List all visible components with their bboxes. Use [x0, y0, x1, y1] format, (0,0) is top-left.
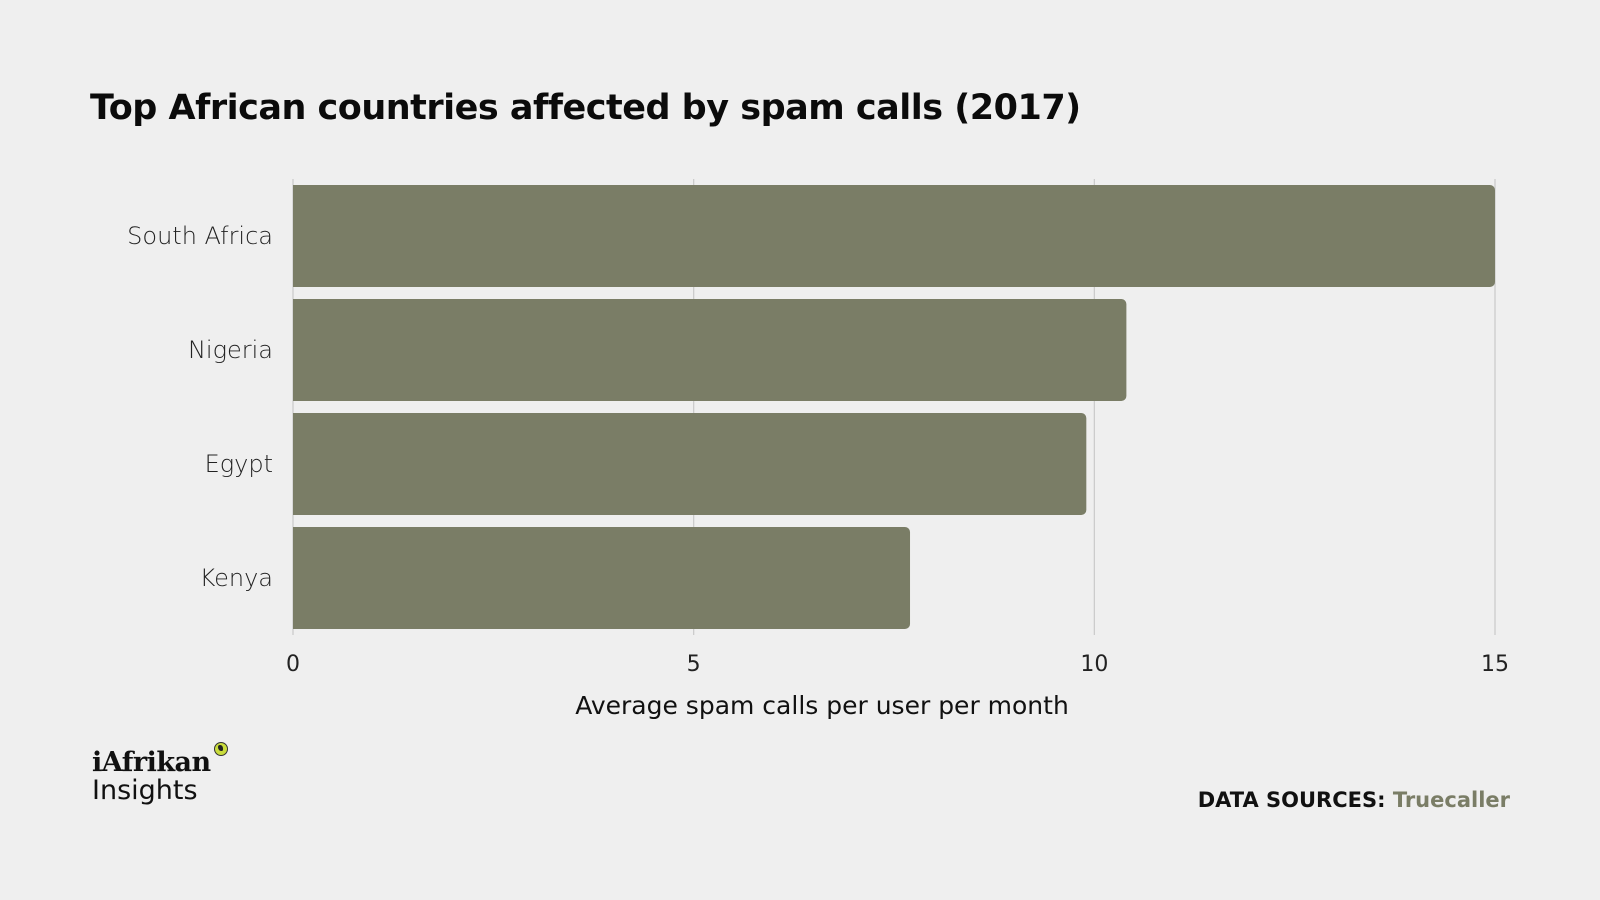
logo-line1: iAfrikan — [92, 747, 211, 778]
x-tick-label: 0 — [286, 652, 300, 677]
logo-line2: Insights — [92, 775, 198, 806]
africa-globe-icon — [214, 742, 228, 756]
bar-edge — [293, 527, 301, 629]
category-label: Nigeria — [188, 336, 273, 364]
bar-south-africa — [293, 185, 1495, 287]
bars — [293, 185, 1495, 629]
bar-nigeria — [293, 299, 1127, 401]
data-sources: DATA SOURCES: Truecaller — [1198, 788, 1510, 812]
x-axis-label: Average spam calls per user per month — [575, 691, 1069, 720]
category-label: South Africa — [127, 222, 273, 250]
x-tick-label: 15 — [1481, 652, 1509, 677]
bar-edge — [293, 413, 301, 515]
data-sources-value: Truecaller — [1392, 788, 1510, 812]
category-label: Kenya — [200, 564, 273, 592]
chart-title: Top African countries affected by spam c… — [90, 88, 1081, 128]
bar-edge — [293, 299, 301, 401]
x-tick-label: 10 — [1080, 652, 1108, 677]
bar-edge — [293, 185, 301, 287]
data-sources-label: DATA SOURCES: — [1197, 788, 1386, 812]
bar-egypt — [293, 413, 1087, 515]
x-tick-labels: 0 5 10 15 — [286, 652, 1509, 677]
brand-logo: iAfrikan Insights — [92, 742, 242, 812]
x-tick-label: 5 — [687, 652, 701, 677]
bar-kenya — [293, 527, 911, 629]
category-labels: South Africa Nigeria Egypt Kenya — [127, 222, 273, 592]
category-label: Egypt — [205, 450, 273, 478]
